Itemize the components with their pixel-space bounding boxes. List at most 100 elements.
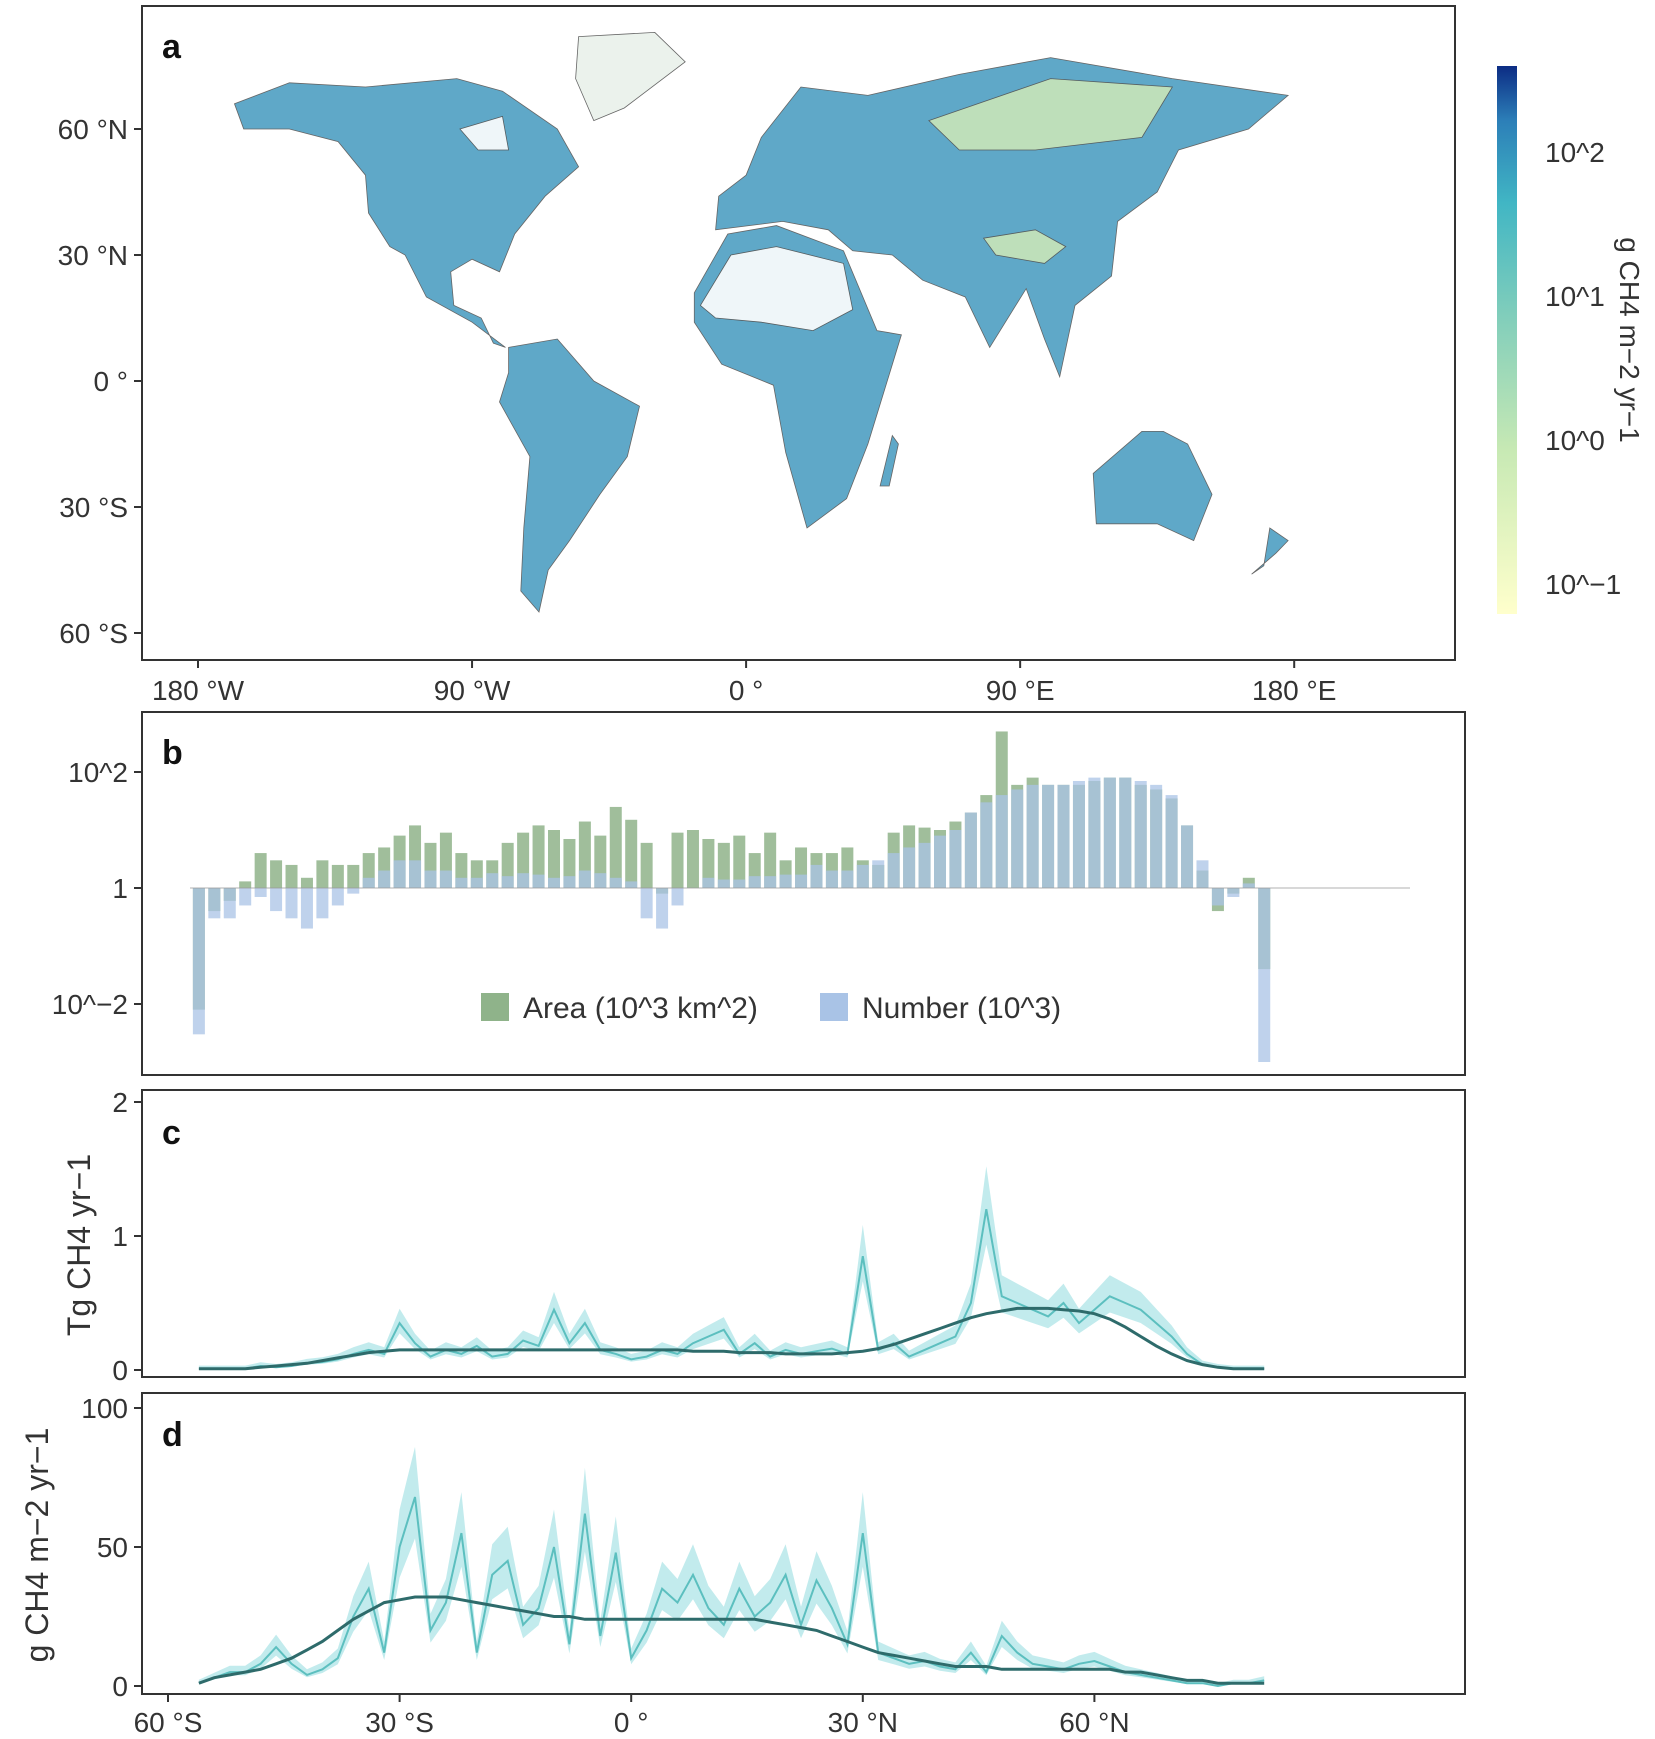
bar-area	[331, 864, 344, 888]
bar-number	[918, 842, 931, 888]
bar-number	[563, 876, 576, 888]
bar-number	[362, 877, 375, 888]
panel-c-smooth-line	[198, 1306, 1265, 1371]
bar-number	[254, 888, 267, 897]
panel-b-y-tick-label: 10^−2	[52, 989, 128, 1020]
panel-c-y-tick-label: 1	[112, 1221, 128, 1252]
panel-b-legend: Area (10^3 km^2) Number (10^3)	[481, 992, 1061, 1025]
legend-label-number: Number (10^3)	[862, 992, 1061, 1025]
bar-area	[347, 864, 360, 888]
panel-d-y-tick-label: 0	[112, 1671, 128, 1702]
bar-area	[686, 830, 699, 888]
panel-a-x-tick-label: 180 °E	[1252, 675, 1336, 706]
panel-b-y-tick-label: 1	[112, 873, 128, 904]
panel-b: b 10^2 1 10^−2 Area (10^3 km^2) Number (10…	[52, 711, 1466, 1076]
panel-a-x-ticks: 180 °W 90 °W 0 ° 90 °E 180 °E	[152, 660, 1336, 706]
panel-b-bars	[190, 731, 1410, 1062]
bar-number	[717, 879, 730, 888]
bar-number	[501, 876, 514, 888]
panel-c: c 2 1 0 Tg CH4 yr−1	[61, 1087, 1466, 1386]
bar-area	[285, 864, 298, 888]
bar-number	[856, 864, 869, 888]
bar-number	[378, 870, 391, 888]
bar-number	[347, 888, 360, 894]
panel-c-label: c	[162, 1114, 181, 1152]
bar-number	[1119, 777, 1132, 888]
panel-d-smooth-line	[198, 1595, 1265, 1685]
bar-number	[208, 888, 221, 919]
bar-area	[671, 832, 684, 888]
colorbar: 10^2 10^1 10^0 10^−1 g CH4 m−2 yr−1	[1497, 66, 1645, 614]
panel-d-x-ticks: 60 °S 30 °S 0 ° 30 °N 60 °N	[134, 1694, 1130, 1738]
panel-b-y-ticks: 10^2 1 10^−2	[52, 757, 142, 1020]
bar-area	[609, 806, 622, 888]
bar-number	[1103, 777, 1116, 888]
bar-area	[640, 842, 653, 888]
panel-a-label: a	[162, 28, 182, 66]
bar-number	[748, 876, 761, 888]
bar-number	[1227, 888, 1240, 897]
bar-area	[764, 832, 777, 888]
bar-area	[239, 881, 252, 888]
bar-number	[486, 873, 499, 888]
bar-number	[1134, 780, 1147, 888]
panel-c-frame	[141, 1089, 1466, 1378]
bar-number	[393, 860, 406, 888]
bar-number	[1196, 860, 1209, 888]
bar-number	[285, 888, 298, 919]
landmass-tibet-plateau	[982, 229, 1067, 264]
panel-b-frame	[141, 711, 1466, 1076]
bar-number	[1150, 784, 1163, 888]
panel-d-y-tick-label: 50	[97, 1532, 128, 1563]
bar-number	[424, 870, 437, 888]
bar-area	[270, 860, 283, 888]
landmass-sahara	[699, 246, 854, 332]
panel-a-y-tick-label: 60 °S	[59, 618, 128, 649]
bar-number	[887, 853, 900, 888]
bar-number	[1181, 825, 1194, 888]
panel-d-plot	[198, 1446, 1265, 1688]
panel-a-y-ticks: 60 °N 30 °N 0 ° 30 °S 60 °S	[58, 114, 142, 649]
panel-a-x-tick-label: 180 °W	[152, 675, 245, 706]
bar-number	[239, 888, 252, 906]
landmass-south-america	[499, 338, 640, 613]
bar-number	[1242, 883, 1255, 888]
bar-area	[717, 842, 730, 888]
bar-number	[1258, 888, 1271, 1062]
legend-swatch-number	[820, 993, 848, 1021]
colorbar-title: g CH4 m−2 yr−1	[1614, 237, 1645, 442]
panel-a-y-tick-label: 30 °S	[59, 492, 128, 523]
bar-number	[1072, 780, 1085, 888]
panel-d-y-label: g CH4 m−2 yr−1	[19, 1428, 55, 1663]
bar-number	[1011, 789, 1024, 888]
bar-number	[1042, 784, 1055, 888]
bar-number	[409, 860, 422, 888]
landmass-australia	[1092, 430, 1213, 542]
bar-number	[640, 888, 653, 919]
panel-d-y-ticks: 100 50 0	[81, 1393, 142, 1702]
bar-number	[656, 888, 669, 929]
panel-a-x-tick-label: 90 °W	[434, 675, 511, 706]
bar-number	[702, 877, 715, 888]
panel-d-x-tick-label: 60 °N	[1059, 1707, 1129, 1738]
bar-number	[764, 876, 777, 888]
bar-number	[223, 888, 236, 919]
panel-c-y-ticks: 2 1 0	[112, 1087, 142, 1386]
bar-number	[300, 888, 313, 929]
colorbar-tick-label: 10^2	[1545, 137, 1605, 168]
bar-area	[702, 838, 715, 888]
panel-d-x-tick-label: 30 °S	[365, 1707, 434, 1738]
landmass-madagascar	[879, 434, 899, 487]
landmass-greenland	[575, 31, 686, 122]
panel-c-plot	[198, 1166, 1265, 1371]
panel-d-y-tick-label: 100	[81, 1393, 128, 1424]
bar-number	[609, 877, 622, 888]
panel-a-y-tick-label: 0 °	[93, 366, 128, 397]
colorbar-tick-label: 10^1	[1545, 281, 1605, 312]
bar-number	[192, 888, 205, 1035]
bar-number	[810, 864, 823, 888]
colorbar-tick-label: 10^0	[1545, 425, 1605, 456]
bar-number	[470, 877, 483, 888]
bar-number	[995, 795, 1008, 888]
bar-number	[671, 888, 684, 906]
